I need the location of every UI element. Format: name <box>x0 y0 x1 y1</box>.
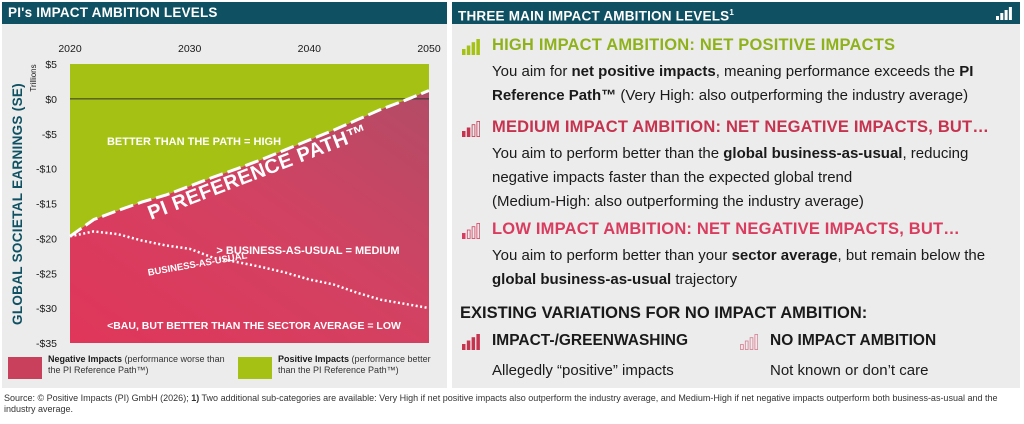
variation-no-ambition-title: NO IMPACT AMBITION <box>770 332 937 349</box>
level-high-text-3: (Very High: also outperforming the indus… <box>616 87 969 104</box>
level-high-body: You aim for net positive impacts, meanin… <box>492 60 1012 108</box>
y-tick-label: $0 <box>45 94 57 106</box>
variation-no-ambition-body: Not known or don’t care <box>770 362 929 379</box>
x-tick-label: 2030 <box>178 43 202 55</box>
level-medium-text-3: (Medium-High: also outperforming the ind… <box>492 193 864 210</box>
footnote-marker: 1 <box>729 8 735 17</box>
legend-positive: Positive Impacts (performance better tha… <box>278 354 443 375</box>
business-as-usual-line <box>69 230 430 310</box>
legend-positive-note: (performance better than the PI Referenc… <box>278 354 431 375</box>
variations-heading: EXISTING VARIATIONS FOR NO IMPACT AMBITI… <box>460 304 868 322</box>
x-tick-label: 2020 <box>58 43 82 55</box>
annotation-high: BETTER THAN THE PATH = HIGH <box>107 136 281 148</box>
positive-impact-area <box>70 64 429 237</box>
medium-ambition-icon <box>462 121 480 137</box>
level-low-text-3: trajectory <box>671 271 738 288</box>
legend-negative-note: (performance worse than the PI Reference… <box>48 354 225 375</box>
level-medium-title: MEDIUM IMPACT AMBITION: NET NEGATIVE IMP… <box>492 118 990 136</box>
y-tick-label: -$30 <box>36 303 57 315</box>
high-ambition-icon <box>462 39 480 55</box>
right-panel-title: THREE MAIN IMPACT AMBITION LEVELS <box>458 8 730 24</box>
y-axis-unit: Trillions <box>29 64 38 91</box>
annotation-low: <BAU, BUT BETTER THAN THE SECTOR AVERAGE… <box>107 320 401 332</box>
y-tick-label: -$5 <box>42 129 57 141</box>
level-low-title: LOW IMPACT AMBITION: NET NEGATIVE IMPACT… <box>492 220 961 238</box>
legend-negative-swatch <box>8 357 42 379</box>
y-tick-label: -$20 <box>36 233 57 245</box>
y-tick-label: -$10 <box>36 164 57 176</box>
legend-positive-label: Positive Impacts <box>278 354 350 364</box>
impact-ambition-chart: $5 $0 -$5 -$10 -$15 -$20 -$25 -$30 -$35 2020 2030 2… <box>10 43 441 350</box>
level-medium-bold-1: global business-as-usual <box>723 145 903 162</box>
source-text-2: Two additional sub-categories are availa… <box>4 393 998 414</box>
variation-greenwashing-body: Allegedly “positive” impacts <box>492 362 674 379</box>
legend-positive-swatch <box>238 357 272 379</box>
annotation-medium: > BUSINESS-AS-USUAL = MEDIUM <box>216 245 399 257</box>
source-text-1: Source: © Positive Impacts (PI) GmbH (20… <box>4 393 192 403</box>
level-medium-body: You aim to perform better than the globa… <box>492 142 1012 214</box>
level-low-bold-1: sector average <box>731 247 838 264</box>
x-tick-label: 2040 <box>298 43 322 55</box>
low-ambition-icon <box>462 223 480 239</box>
level-medium-text-2: , reducing negative impacts faster than … <box>492 145 969 186</box>
level-high-bold-1: net positive impacts <box>571 63 716 80</box>
level-low-body: You aim to perform better than your sect… <box>492 244 1012 292</box>
bar-chart-icon <box>996 7 1012 20</box>
level-medium-text-1: You aim to perform better than the <box>492 145 724 162</box>
y-axis-label: GLOBAL SOCIETAL EARNINGS (SE) <box>10 83 25 325</box>
legend-negative-label: Negative Impacts <box>48 354 123 364</box>
y-tick-label: -$25 <box>36 268 57 280</box>
negative-impact-area <box>70 90 429 343</box>
left-panel: PI's IMPACT AMBITION LEVELS $5 $0 -$5 -$10 -… <box>2 2 447 388</box>
source-note: Source: © Positive Impacts (PI) GmbH (20… <box>4 393 1020 414</box>
right-panel: THREE MAIN IMPACT AMBITION LEVELS1 HIGH … <box>452 2 1020 388</box>
left-panel-header: PI's IMPACT AMBITION LEVELS <box>2 2 447 24</box>
y-tick-label: -$15 <box>36 199 57 211</box>
level-low-text-1: You aim to perform better than your <box>492 247 732 264</box>
level-high-bold-2: PI Reference Path™ <box>492 63 974 104</box>
level-high-title: HIGH IMPACT AMBITION: NET POSITIVE IMPAC… <box>492 36 896 54</box>
greenwashing-icon <box>462 334 480 350</box>
reference-path-line <box>69 89 430 238</box>
right-panel-header: THREE MAIN IMPACT AMBITION LEVELS1 <box>452 2 1020 24</box>
level-high-text-2: , meaning performance exceeds the <box>715 63 960 80</box>
y-tick-label: $5 <box>45 59 57 71</box>
source-footnote-marker: 1) <box>191 393 200 403</box>
legend-negative: Negative Impacts (performance worse than… <box>48 354 234 375</box>
level-low-bold-2: global business-as-usual <box>492 271 672 288</box>
y-tick-label: -$35 <box>36 338 57 350</box>
x-tick-label: 2050 <box>417 43 441 55</box>
level-high-text-1: You aim for <box>492 63 572 80</box>
level-low-text-2: , but remain below the <box>837 247 986 264</box>
no-ambition-icon <box>740 334 758 350</box>
variation-greenwashing-title: IMPACT-/GREENWASHING <box>492 332 689 349</box>
